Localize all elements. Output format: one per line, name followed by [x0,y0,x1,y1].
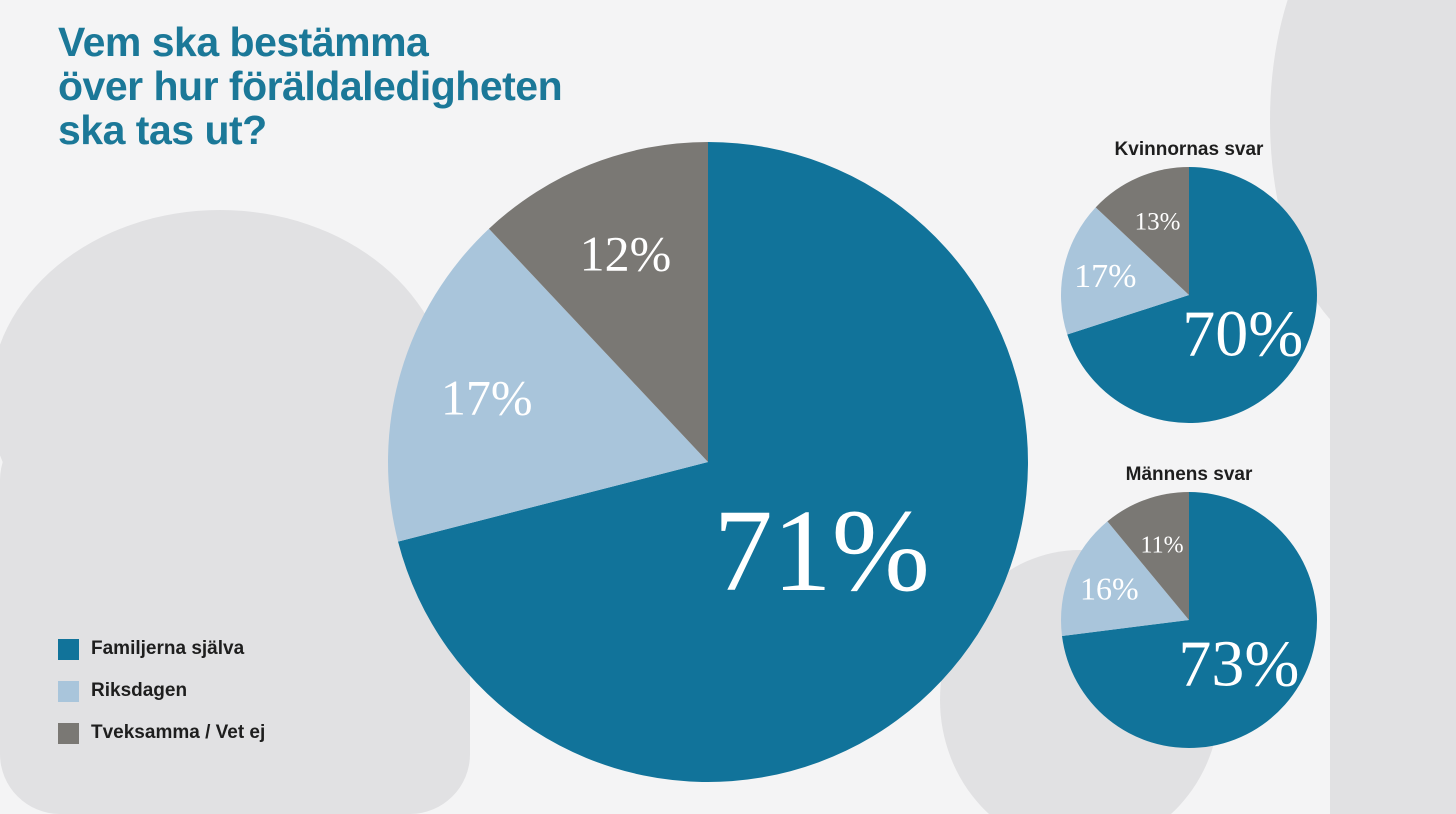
pie-chart-3: 73% 16%11% Männens svar [1061,464,1318,748]
legend-swatch [58,680,79,702]
slice-label-tveksamma: 12% [580,226,672,282]
slice-label-riksdagen: 17% [1074,258,1136,295]
slice-label-tveksamma: 13% [1135,209,1181,236]
pie-slice-tveksamma [1107,492,1189,620]
slice-label-familjer: 70% [1182,298,1303,371]
pie-chart-2: 70% 17% 13% Kvinnornas svar [1060,139,1317,424]
chart-title: Vem ska bestämma över hur föräldaledighe… [58,19,563,153]
pie-slice-tveksamma [488,142,708,462]
legend-label: Riksdagen [91,680,188,701]
legend: Familjerna själva Riksdagen Tveksamma / … [58,628,265,754]
legend-label: Familjerna själva [91,638,245,659]
slice-label-riksdagen: 17% [441,370,533,426]
legend-item-tveksamma: Tveksamma / Vet ej [58,712,265,754]
pie-slice-familjer [398,142,1028,782]
pie-slice-riksdagen [1061,521,1189,637]
pie-subtitle: Männens svar [1126,464,1253,485]
pie-slice-tveksamma [1095,167,1189,295]
slice-label-familjer: 71% [714,485,930,616]
pie-chart-1: 71% 17% 12% [387,142,1028,782]
legend-item-familjer: Familjerna själva [58,628,265,670]
legend-swatch [58,638,79,660]
title-line-1: Vem ska bestämma [58,19,429,65]
pie-slice-familjer [1067,167,1317,424]
slice-label-familjer: 73% [1178,628,1299,701]
pie-slice-riksdagen [1060,207,1189,335]
legend-swatch [58,722,79,744]
legend-label: Tveksamma / Vet ej [91,722,266,743]
pie-slice-familjer [1062,492,1318,748]
title-line-2: över hur föräldaledigheten [58,63,563,109]
pie-subtitle: Kvinnornas svar [1115,139,1264,160]
pie-slice-riksdagen [387,228,708,542]
title-line-3: ska tas ut? [58,107,267,153]
slice-label-riksdagen: 16% [1080,570,1139,606]
legend-item-riksdagen: Riksdagen [58,670,265,712]
slice-label-tveksamma: 11% [1141,532,1184,558]
